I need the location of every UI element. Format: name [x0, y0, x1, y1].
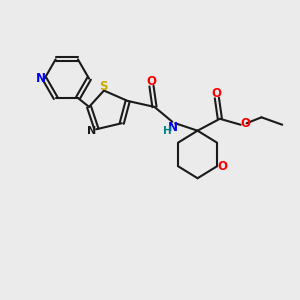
Text: O: O — [218, 160, 228, 173]
Text: N: N — [168, 121, 178, 134]
Text: S: S — [99, 80, 108, 93]
Text: O: O — [146, 75, 156, 88]
Text: O: O — [240, 117, 250, 130]
Text: O: O — [211, 87, 221, 100]
Text: N: N — [87, 126, 97, 136]
Text: H: H — [163, 126, 171, 136]
Text: N: N — [36, 72, 46, 85]
